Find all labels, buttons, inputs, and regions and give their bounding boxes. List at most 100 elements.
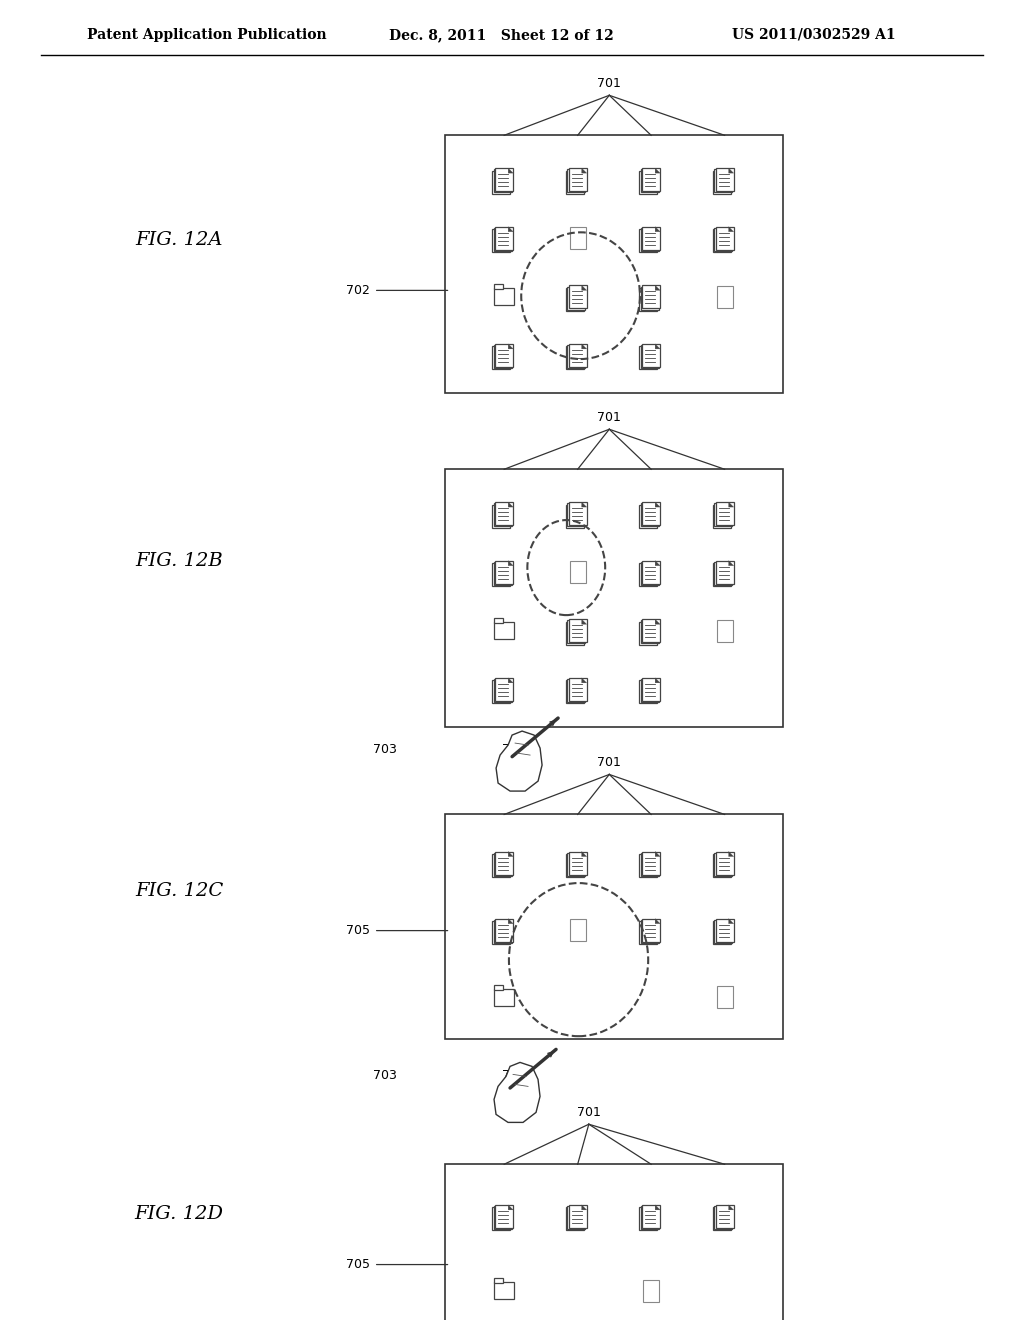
Polygon shape [582,678,587,682]
Bar [642,285,660,309]
Bar [642,1205,660,1228]
Bar [569,919,586,941]
Polygon shape [508,345,513,348]
Polygon shape [727,562,732,566]
Bar [642,919,660,941]
Bar [494,562,512,585]
Bar [641,1206,658,1229]
Bar [565,680,584,704]
Bar [567,1206,585,1229]
Bar [713,564,730,586]
Bar [495,1282,514,1299]
Polygon shape [727,228,732,232]
Bar [714,503,732,527]
Text: US 2011/0302529 A1: US 2011/0302529 A1 [732,28,896,42]
Polygon shape [726,1208,730,1212]
Polygon shape [508,227,513,232]
Polygon shape [652,854,657,859]
Polygon shape [581,853,585,858]
Bar [493,346,510,370]
Polygon shape [729,561,733,566]
Polygon shape [729,168,733,173]
Bar [493,680,510,704]
Bar [641,503,658,527]
Polygon shape [582,168,587,173]
Bar [568,502,587,525]
Polygon shape [582,619,587,624]
Bar [639,921,657,944]
Bar [642,678,660,701]
Polygon shape [653,345,658,350]
Text: 705: 705 [346,924,370,937]
Polygon shape [579,680,584,685]
Text: 704: 704 [502,743,525,756]
Polygon shape [727,169,732,174]
Text: 701: 701 [597,756,622,770]
Bar [641,920,658,942]
Bar [495,622,514,639]
Polygon shape [507,169,512,174]
Polygon shape [655,168,660,173]
Polygon shape [505,680,510,685]
Polygon shape [505,170,510,176]
Bar [717,286,732,308]
Bar [567,345,585,368]
Polygon shape [652,170,657,176]
Bar [568,851,587,875]
Bar [714,920,732,942]
Text: 704: 704 [502,1069,525,1082]
Bar [717,986,732,1008]
Polygon shape [505,564,510,568]
Bar [495,989,514,1006]
Bar [716,919,733,941]
Bar [639,170,657,194]
Bar [568,168,587,191]
Bar [565,622,584,644]
Bar [714,562,732,585]
Polygon shape [727,920,732,925]
Bar [567,286,585,309]
Bar [496,168,513,191]
Polygon shape [655,1205,660,1210]
Bar [714,1206,732,1229]
Text: 701: 701 [597,412,622,424]
Polygon shape [582,345,587,348]
Text: FIG. 12A: FIG. 12A [135,231,223,249]
Bar [716,502,733,525]
Polygon shape [507,228,512,232]
Polygon shape [729,502,733,507]
Polygon shape [729,851,733,857]
Bar [714,169,732,193]
Bar [568,285,587,309]
Polygon shape [579,288,584,293]
Polygon shape [729,1205,733,1210]
Bar [565,288,584,310]
Polygon shape [652,346,657,351]
Bar [716,851,733,875]
Bar [639,854,657,876]
Bar [717,620,732,642]
Polygon shape [729,227,733,232]
Polygon shape [507,345,512,350]
Polygon shape [582,1205,587,1210]
Bar [494,920,512,942]
Bar [493,170,510,194]
Bar [639,680,657,704]
Bar [642,168,660,191]
Polygon shape [727,1206,732,1210]
Bar [641,620,658,643]
Bar [493,504,510,528]
Bar [495,288,514,305]
Polygon shape [581,503,585,508]
Polygon shape [505,346,510,351]
Bar [641,562,658,585]
Bar [713,854,730,876]
Bar [445,1164,783,1320]
Bar [641,286,658,309]
Bar [565,504,584,528]
Bar [494,345,512,368]
Bar [496,502,513,525]
Polygon shape [581,169,585,174]
Bar [642,561,660,583]
Bar [494,503,512,527]
